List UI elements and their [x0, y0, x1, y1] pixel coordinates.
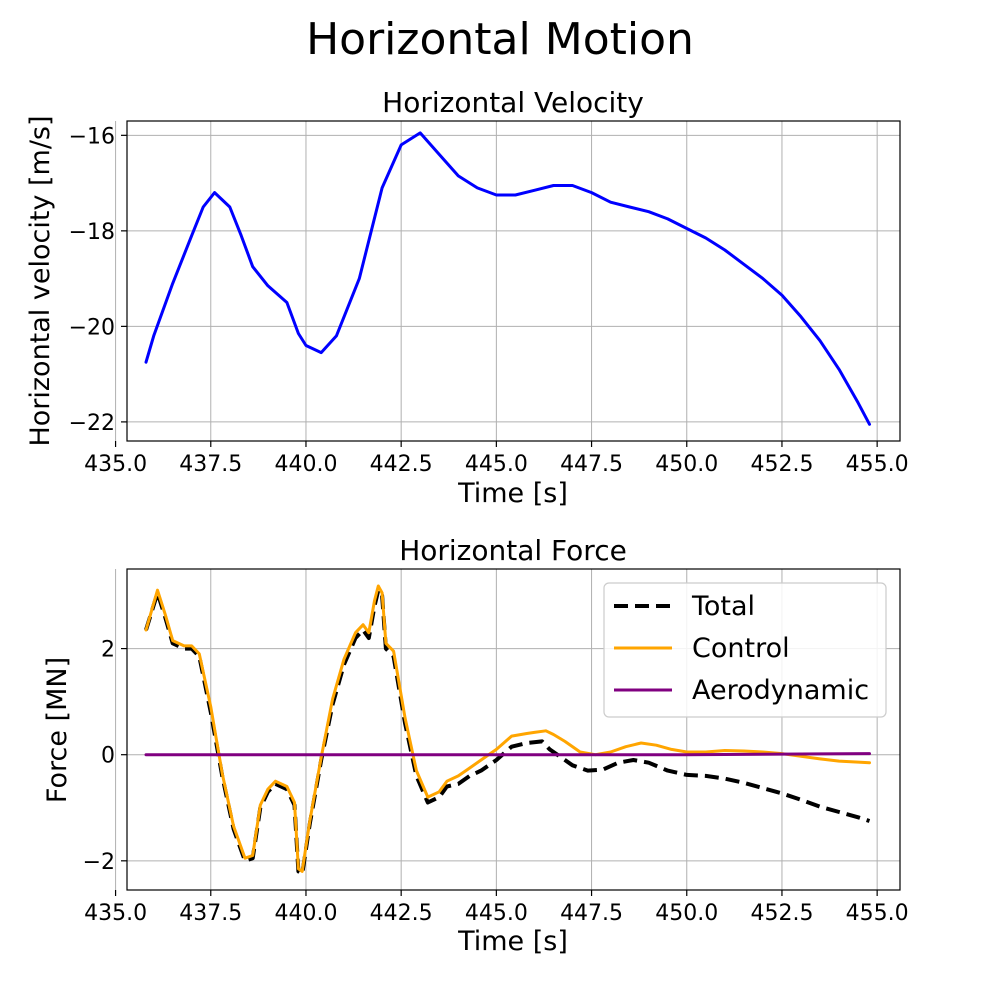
force-x-tick-label: 447.5: [560, 901, 623, 926]
velocity-series-main-line: [144, 131, 871, 426]
force-x-tick-label: 435.0: [84, 901, 147, 926]
legend: Total Control Aerodynamic: [603, 582, 887, 718]
velocity-x-tick-label: 445.0: [465, 452, 528, 477]
velocity-subplot: Horizontal Velocity 435.0 437.5 440.0 442.5…: [25, 86, 909, 509]
force-y-axis-label: Force [MN]: [42, 657, 73, 803]
legend-label-total: Total: [691, 591, 755, 622]
legend-label-control: Control: [692, 633, 790, 664]
force-x-tick-label: 440.0: [274, 901, 337, 926]
force-x-tick-label: 450.0: [655, 901, 718, 926]
force-plot-frame: [126, 568, 901, 891]
velocity-x-tick-label: 447.5: [560, 452, 623, 477]
velocity-x-tick-label: 442.5: [370, 452, 433, 477]
velocity-y-axis-label: Horizontal velocity [m/s]: [25, 115, 56, 446]
force-series-control-line: [144, 584, 871, 873]
force-y-tick-label: −2: [83, 850, 115, 875]
legend-box: [603, 582, 887, 718]
velocity-ticks: 435.0 437.5 440.0 442.5 445.0 447.5 450.0 452.5…: [69, 124, 909, 477]
velocity-x-tick-label: 450.0: [655, 452, 718, 477]
legend-label-aerodynamic: Aerodynamic: [692, 675, 869, 706]
velocity-x-axis-label: Time [s]: [457, 478, 568, 509]
velocity-x-tick-label: 440.0: [274, 452, 337, 477]
velocity-y-tick-label: −22: [69, 411, 115, 436]
force-x-tick-label: 437.5: [179, 901, 242, 926]
force-y-tick-label: 0: [101, 744, 115, 769]
force-y-tick-label: 2: [101, 638, 115, 663]
force-x-tick-label: 452.5: [750, 901, 813, 926]
velocity-y-tick-label: −18: [69, 220, 115, 245]
force-x-axis-label: Time [s]: [457, 926, 568, 957]
velocity-x-tick-label: 455.0: [846, 452, 909, 477]
force-x-tick-label: 445.0: [465, 901, 528, 926]
velocity-x-tick-label: 437.5: [179, 452, 242, 477]
force-x-tick-label: 455.0: [846, 901, 909, 926]
force-series: [144, 584, 871, 877]
velocity-series: [144, 131, 871, 426]
force-series-aerodynamic-line: [144, 752, 871, 757]
velocity-y-tick-label: −16: [69, 124, 115, 149]
velocity-plot-frame: [126, 120, 901, 442]
velocity-grid: [115, 121, 900, 441]
force-ticks: 435.0 437.5 440.0 442.5 445.0 447.5 450.0 452.5…: [83, 638, 909, 926]
velocity-y-tick-label: −20: [69, 315, 115, 340]
force-plot-title: Horizontal Force: [399, 534, 627, 567]
force-x-tick-label: 442.5: [370, 901, 433, 926]
velocity-plot-title: Horizontal Velocity: [382, 86, 644, 119]
force-subplot: Horizontal Force 435.0 437.5 440.0 442.5 445…: [42, 534, 909, 957]
velocity-x-tick-label: 435.0: [84, 452, 147, 477]
figure-title: Horizontal Motion: [306, 14, 694, 65]
velocity-x-tick-label: 452.5: [750, 452, 813, 477]
